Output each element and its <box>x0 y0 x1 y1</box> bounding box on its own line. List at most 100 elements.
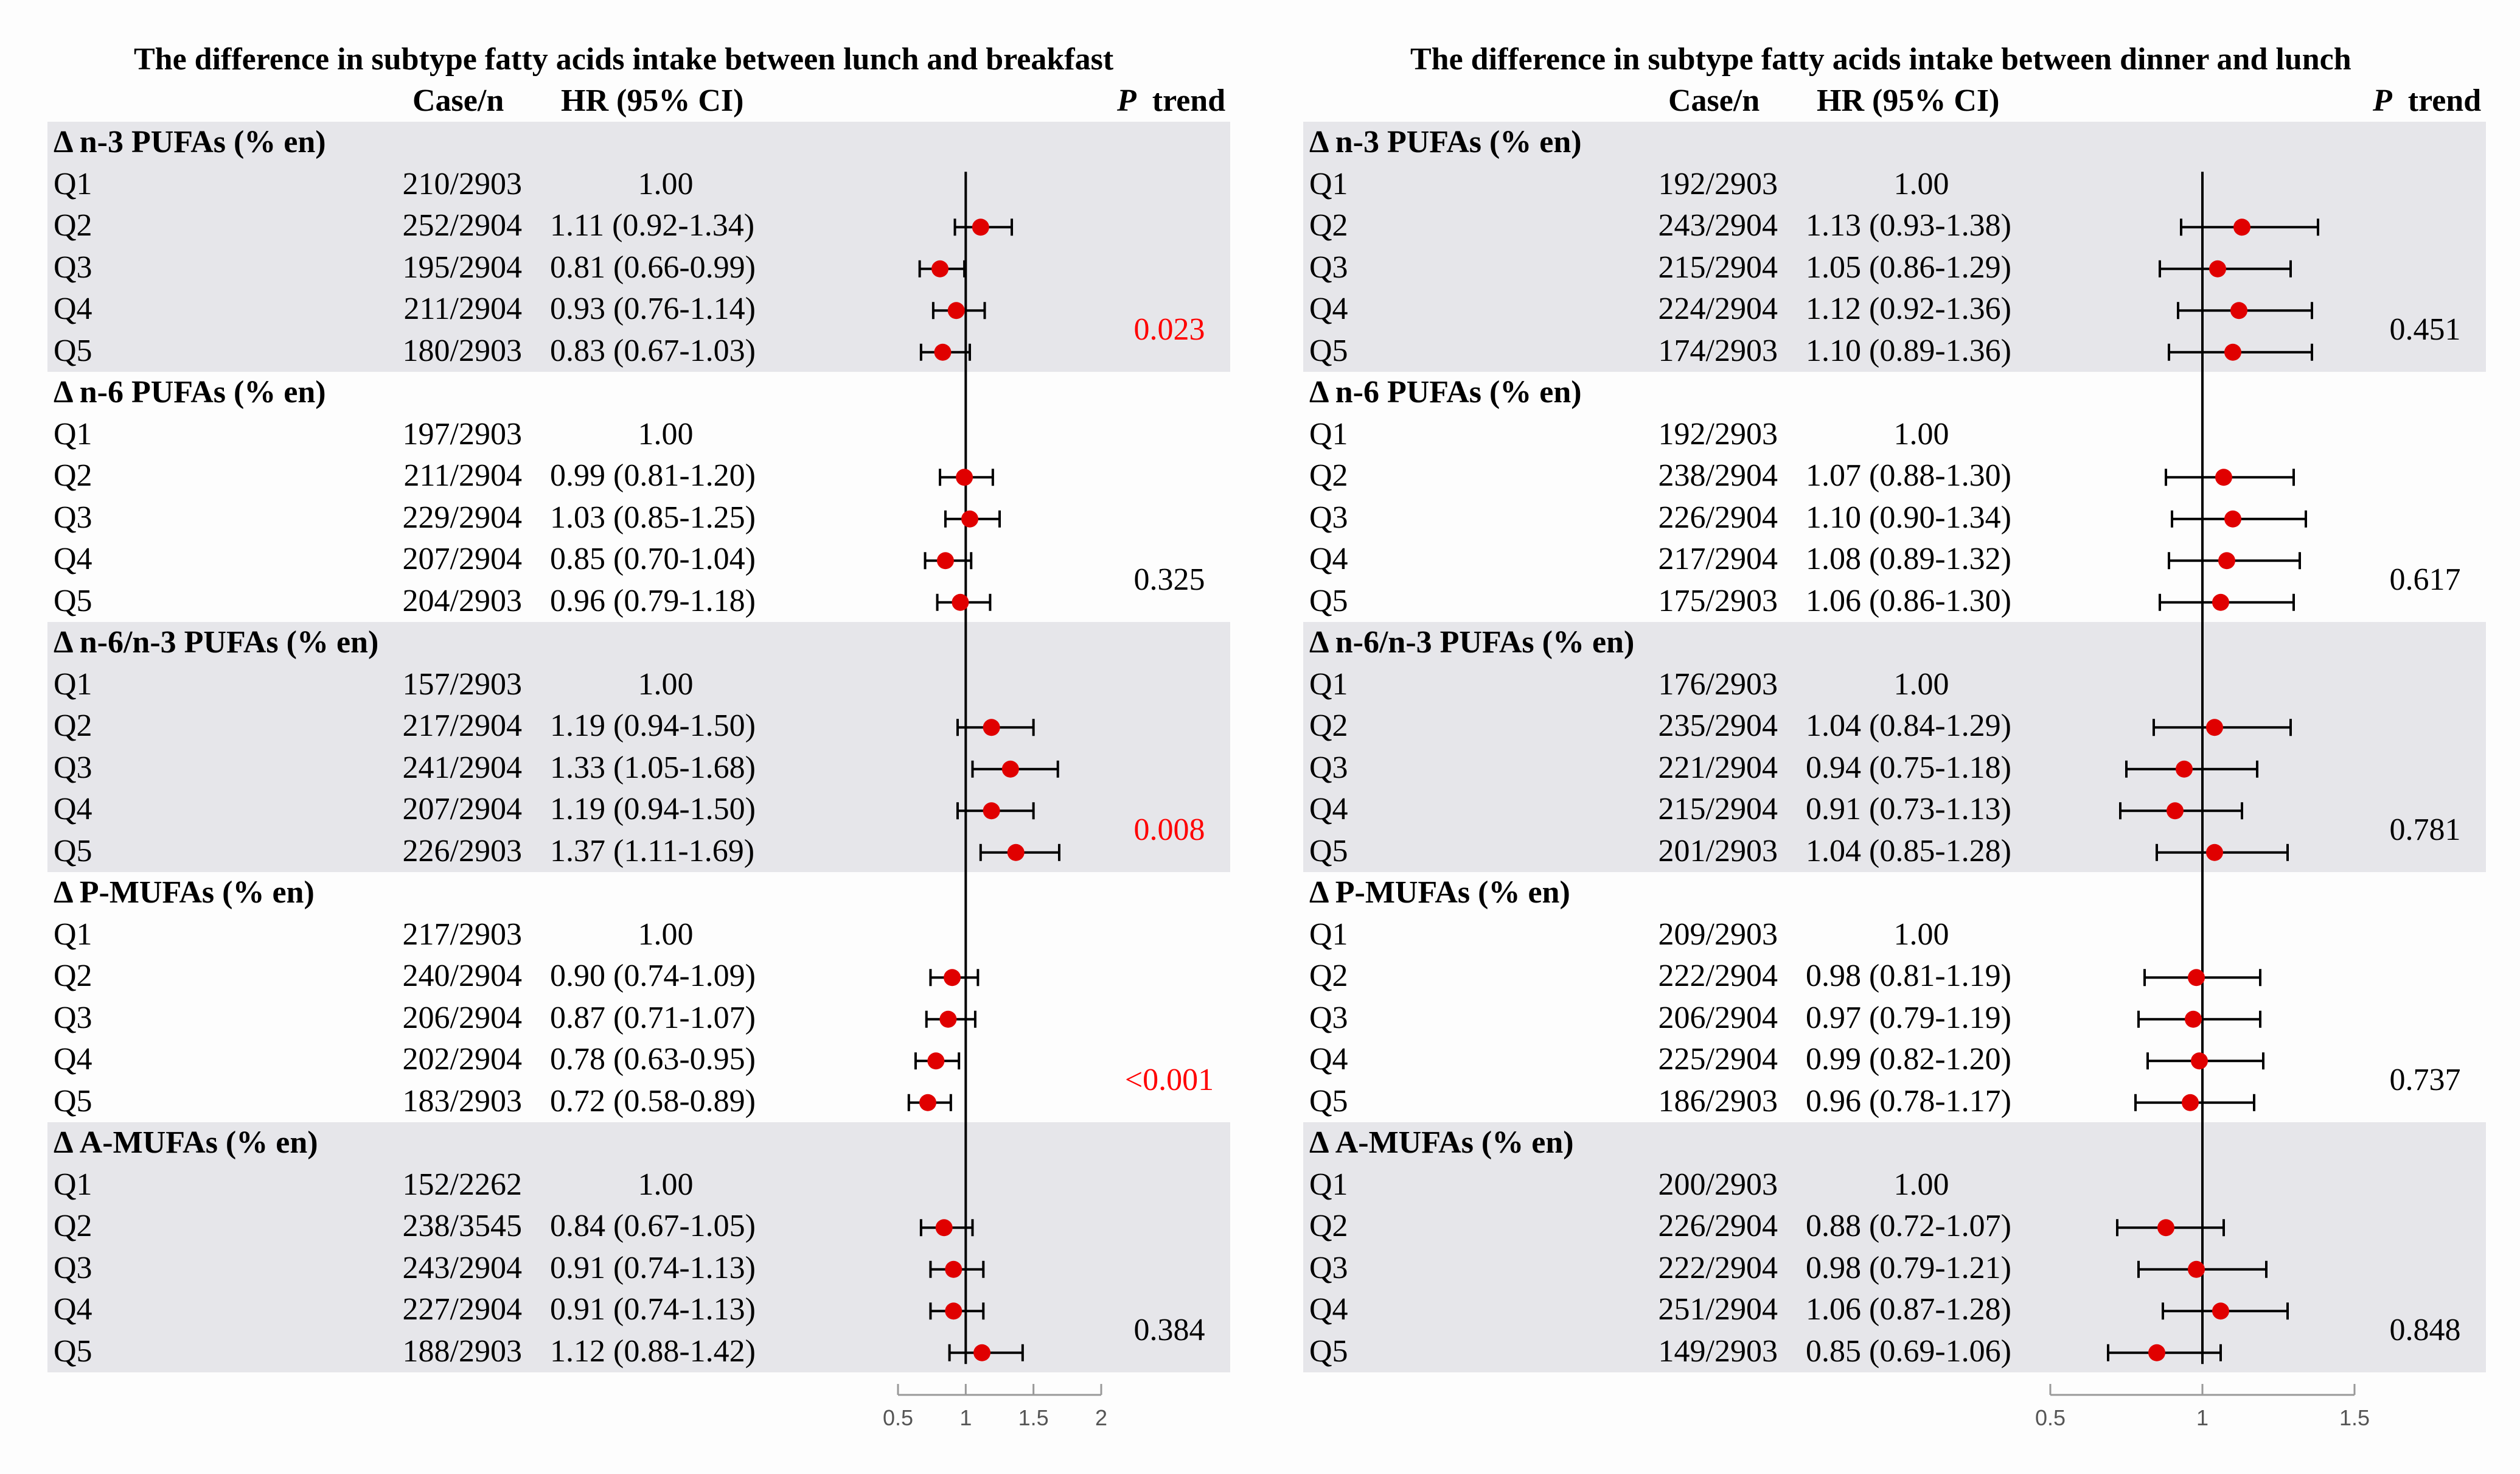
hr-point <box>956 469 973 486</box>
hr-point <box>961 510 979 528</box>
group-label: Δ n-3 PUFAs (% en) <box>1309 125 1582 159</box>
case-count: 221/2904 <box>1658 750 1778 785</box>
case-count: 207/2904 <box>402 542 522 576</box>
hr-point <box>2233 218 2250 236</box>
quintile-label: Q1 <box>54 166 92 201</box>
case-count: 215/2904 <box>1658 250 1778 285</box>
hr-ci-text: 0.85 (0.70-1.04) <box>550 542 756 576</box>
hr-point <box>2176 760 2193 778</box>
hr-ci-text: 0.90 (0.74-1.09) <box>550 959 756 993</box>
hr-ci-text: 1.37 (1.11-1.69) <box>550 833 755 868</box>
case-count: 222/2904 <box>1658 1250 1778 1285</box>
case-count: 188/2903 <box>402 1333 522 1369</box>
case-count: 227/2904 <box>402 1292 522 1327</box>
left-header-ptrend: P trend <box>1117 83 1225 119</box>
hr-point <box>1001 760 1019 778</box>
quintile-label: Q3 <box>54 250 92 285</box>
p-trend-value: 0.617 <box>2389 562 2461 598</box>
case-count: 225/2904 <box>1658 1042 1778 1077</box>
group-label: Δ n-6 PUFAs (% en) <box>1309 375 1582 410</box>
quintile-label: Q2 <box>1309 1209 1348 1243</box>
hr-ci-text: 0.88 (0.72-1.07) <box>1806 1209 2011 1243</box>
quintile-label: Q5 <box>54 1333 92 1369</box>
hr-ci-text: 0.94 (0.75-1.18) <box>1806 750 2011 785</box>
hr-ci-text: 1.12 (0.88-1.42) <box>550 1333 756 1369</box>
group-label: Δ A-MUFAs (% en) <box>1309 1125 1574 1160</box>
hr-ci-text: 1.00 <box>638 917 694 952</box>
case-count: 224/2904 <box>1658 292 1778 326</box>
hr-point <box>919 1094 936 1111</box>
hr-ci-text: 1.00 <box>1893 917 1949 952</box>
case-count: 204/2903 <box>402 583 522 618</box>
quintile-label: Q4 <box>54 292 92 326</box>
quintile-label: Q4 <box>1309 542 1348 576</box>
quintile-label: Q5 <box>1309 583 1348 618</box>
hr-ci-text: 1.04 (0.85-1.28) <box>1806 833 2011 868</box>
hr-ci-text: 1.00 <box>1893 416 1949 452</box>
group-band <box>1303 622 2486 872</box>
case-count: 217/2904 <box>402 708 522 743</box>
x-axis-tick-label: 1 <box>959 1405 972 1430</box>
quintile-label: Q3 <box>1309 500 1348 535</box>
hr-ci-text: 0.81 (0.66-0.99) <box>550 250 756 285</box>
hr-point <box>2167 802 2184 820</box>
hr-point <box>983 802 1000 820</box>
quintile-label: Q2 <box>1309 708 1348 743</box>
p-trend-value: 0.848 <box>2389 1313 2461 1348</box>
quintile-label: Q5 <box>54 1083 92 1119</box>
hr-point <box>983 719 1000 736</box>
quintile-label: Q4 <box>54 792 92 826</box>
hr-ci-text: 1.00 <box>638 666 694 702</box>
hr-point <box>1007 844 1025 861</box>
quintile-label: Q1 <box>1309 416 1348 452</box>
hr-ci-text: 0.91 (0.74-1.13) <box>550 1250 756 1285</box>
hr-ci-text: 1.07 (0.88-1.30) <box>1806 458 2011 493</box>
quintile-label: Q5 <box>54 333 92 368</box>
hr-ci-text: 1.08 (0.89-1.32) <box>1806 542 2011 576</box>
quintile-label: Q2 <box>54 458 92 493</box>
group-label: Δ P-MUFAs (% en) <box>54 875 315 910</box>
case-count: 226/2904 <box>1658 1209 1778 1243</box>
hr-ci-text: 1.06 (0.87-1.28) <box>1806 1292 2011 1327</box>
quintile-label: Q5 <box>54 833 92 868</box>
hr-point <box>2188 1260 2205 1278</box>
hr-point <box>2188 969 2205 987</box>
case-count: 217/2904 <box>1658 542 1778 576</box>
case-count: 240/2904 <box>402 959 522 993</box>
group-label: Δ n-3 PUFAs (% en) <box>54 125 326 159</box>
quintile-label: Q1 <box>1309 1167 1348 1202</box>
p-trend-value: 0.325 <box>1133 562 1205 598</box>
hr-ci-text: 0.98 (0.79-1.21) <box>1806 1250 2011 1285</box>
left-header-cases: Case/n <box>412 83 504 118</box>
hr-ci-text: 0.99 (0.82-1.20) <box>1806 1042 2011 1077</box>
left-header-p: P <box>1117 83 1136 118</box>
quintile-label: Q1 <box>1309 166 1348 201</box>
case-count: 174/2903 <box>1658 333 1778 368</box>
quintile-label: Q3 <box>54 750 92 785</box>
right-header-trend: trend <box>2407 83 2482 118</box>
hr-ci-text: 1.12 (0.92-1.36) <box>1806 292 2011 326</box>
hr-ci-text: 0.83 (0.67-1.03) <box>550 333 756 368</box>
left-panel-title: The difference in subtype fatty acids in… <box>134 42 1114 77</box>
quintile-label: Q5 <box>1309 333 1348 368</box>
hr-ci-text: 0.78 (0.63-0.95) <box>550 1042 756 1077</box>
quintile-label: Q1 <box>1309 666 1348 702</box>
x-axis-tick-label: 0.5 <box>883 1405 913 1430</box>
quintile-label: Q2 <box>54 1209 92 1243</box>
quintile-label: Q1 <box>1309 917 1348 952</box>
hr-ci-text: 0.96 (0.78-1.17) <box>1806 1083 2011 1119</box>
case-count: 226/2904 <box>1658 500 1778 535</box>
case-count: 210/2903 <box>402 166 522 201</box>
quintile-label: Q3 <box>54 1250 92 1285</box>
hr-ci-text: 1.10 (0.90-1.34) <box>1806 500 2011 535</box>
hr-point <box>2191 1052 2208 1070</box>
group-label: Δ P-MUFAs (% en) <box>1309 875 1570 910</box>
case-count: 226/2903 <box>402 833 522 868</box>
case-count: 241/2904 <box>402 750 522 785</box>
hr-point <box>2212 593 2229 611</box>
case-count: 192/2903 <box>1658 416 1778 452</box>
x-axis-tick-label: 0.5 <box>2035 1405 2066 1430</box>
group-band <box>47 1122 1230 1372</box>
hr-point <box>934 343 952 361</box>
